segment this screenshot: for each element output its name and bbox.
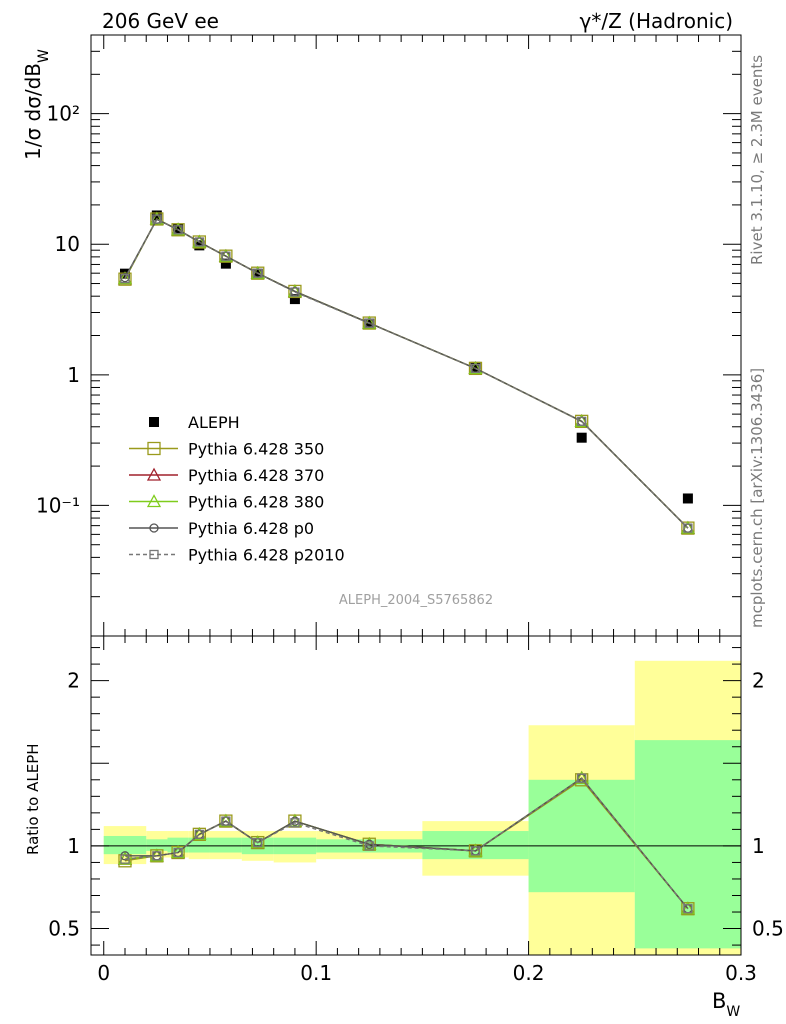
header-right-label: γ*/Z (Hadronic) xyxy=(580,9,733,33)
ratio-point xyxy=(173,847,183,858)
x-axis-label: BW xyxy=(712,989,740,1020)
data-point xyxy=(683,523,693,533)
data-point xyxy=(470,363,481,374)
ratio-point xyxy=(192,826,207,840)
ratio-y-tick-label-right: 0.5 xyxy=(752,917,784,941)
data-point xyxy=(194,237,204,247)
data-point xyxy=(576,432,587,443)
legend: ALEPH Pythia 6.428 350 Pythia 6.428 370 Pyt… xyxy=(129,413,345,565)
ratio-y-tick-label-right: 2 xyxy=(752,669,765,693)
data-point xyxy=(682,493,693,504)
ratio-line-4 xyxy=(124,777,689,910)
main-y-tick-label: 10 xyxy=(55,232,80,256)
x-tick-label: 0.3 xyxy=(725,961,757,985)
ratio-point xyxy=(221,816,231,826)
data-point xyxy=(117,271,133,285)
ratio-plot-series xyxy=(117,770,695,916)
data-point xyxy=(289,294,300,305)
data-point xyxy=(220,258,231,269)
data-point xyxy=(218,248,233,262)
band-green-bin xyxy=(103,835,147,855)
data-point xyxy=(173,225,183,235)
ratio-point xyxy=(364,841,374,851)
data-point xyxy=(170,222,186,236)
data-point xyxy=(468,361,483,375)
ratio-y-tick-label-right: 1 xyxy=(752,834,765,858)
series-line-5 xyxy=(124,218,689,529)
ratio-point xyxy=(470,846,481,856)
x-tick-label: 0.2 xyxy=(513,961,545,985)
main-plot-series xyxy=(117,210,695,535)
ratio-point xyxy=(680,901,695,915)
band-green-bin xyxy=(634,740,741,949)
legend-label: Pythia 6.428 p2010 xyxy=(188,546,345,565)
legend-marker xyxy=(149,549,159,560)
ratio-point xyxy=(152,851,162,861)
legend-marker xyxy=(147,441,161,456)
band-green-bin xyxy=(209,837,242,853)
data-point xyxy=(250,265,265,279)
header-left-label: 206 GeV ee xyxy=(102,9,219,33)
data-point xyxy=(574,414,589,428)
data-point xyxy=(470,361,481,372)
main-y-tick-label: 10² xyxy=(47,102,80,126)
data-point xyxy=(120,273,130,284)
band-green-bin xyxy=(146,839,168,851)
ratio-point xyxy=(577,773,587,783)
band-green-bin xyxy=(167,837,189,853)
ratio-y-tick-label-left: 1 xyxy=(67,834,80,858)
ratio-point xyxy=(290,818,300,828)
x-tick-label: 0.1 xyxy=(300,961,332,985)
main-y-tick-label: 10⁻¹ xyxy=(36,493,80,517)
ratio-point xyxy=(218,813,233,827)
data-point xyxy=(364,318,374,328)
legend-label: Pythia 6.428 350 xyxy=(188,440,324,459)
ratio-y-tick-label-left: 2 xyxy=(67,669,80,693)
data-point xyxy=(152,214,162,224)
ratio-y-axis-label: Ratio to ALEPH xyxy=(24,743,42,855)
legend-label: ALEPH xyxy=(188,413,240,432)
ratio-uncertainty-bands xyxy=(103,660,741,955)
legend-marker xyxy=(146,467,162,481)
data-point xyxy=(290,287,300,297)
band-green-bin xyxy=(188,837,210,853)
side-label-mcplots: mcplots.cern.ch [arXiv:1306.3436] xyxy=(748,368,766,628)
legend-label: Pythia 6.428 370 xyxy=(188,466,324,485)
legend-label: Pythia 6.428 380 xyxy=(188,493,324,512)
y-label-subscript: W xyxy=(36,49,52,63)
ratio-point xyxy=(250,835,265,849)
legend-marker xyxy=(149,417,159,427)
data-point xyxy=(173,223,184,234)
data-point xyxy=(577,416,587,427)
ratio-point xyxy=(253,837,263,848)
ratio-y-tick-label-left: 0.5 xyxy=(48,917,80,941)
ratio-point xyxy=(683,904,693,914)
side-label-rivet: Rivet 3.1.10, ≥ 2.3M events xyxy=(748,55,766,265)
ratio-frame xyxy=(90,635,742,956)
ratio-point xyxy=(574,770,589,784)
legend-label: Pythia 6.428 p0 xyxy=(188,519,314,538)
analysis-watermark: ALEPH_2004_S5765862 xyxy=(339,593,493,608)
legend-marker xyxy=(149,523,159,533)
axes: 0 0.1 0.2 0.3 10⁻¹ 1 10 10² 0.5 0.5 1 1 2 2 xyxy=(36,34,784,985)
main-y-tick-label: 1 xyxy=(67,363,80,387)
x-label-subscript: W xyxy=(726,1004,740,1020)
ratio-point xyxy=(194,829,204,839)
data-point xyxy=(680,520,695,534)
ratio-point xyxy=(287,813,303,827)
ratio-point xyxy=(120,854,130,864)
x-tick-label: 0 xyxy=(97,961,110,985)
band-green-bin xyxy=(528,779,635,893)
ratio-point xyxy=(170,845,186,859)
data-point xyxy=(221,251,231,261)
data-point xyxy=(192,234,207,248)
legend-marker xyxy=(146,494,162,508)
data-point xyxy=(253,268,263,278)
